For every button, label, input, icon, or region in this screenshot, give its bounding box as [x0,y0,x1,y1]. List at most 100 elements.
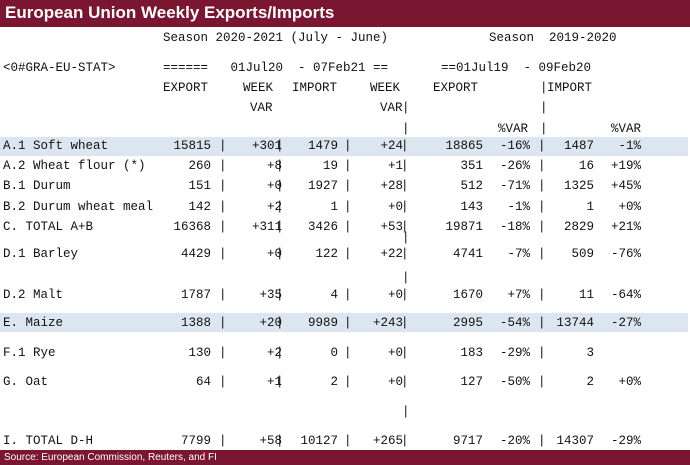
cell-export-prev: 2995 [452,316,483,330]
separator: | [276,179,284,193]
separator: | [219,220,227,234]
col-export: EXPORT [163,81,209,95]
separator: | [219,247,227,261]
separator: | [219,375,227,389]
cell-export: 130 [188,346,211,360]
cell-pct-import: +0% [618,375,641,389]
cell-export-prev: 4741 [452,247,483,261]
cell-week-var-2: +0 [387,375,403,389]
separator: | [401,179,409,193]
row-label: A.2 Wheat flour (*) [3,159,146,173]
cell-week-var-2: +24 [380,139,403,153]
col-var-2: VAR [380,101,403,115]
separator: | [401,375,409,389]
separator: | [219,316,227,330]
cell-pct-export: -71% [499,179,530,193]
row-label: B.1 Durum [3,179,71,193]
separator: | [538,139,546,153]
cell-pct-export: -29% [499,346,530,360]
separator: | [538,316,546,330]
separator: | [276,159,284,173]
cell-export: 16368 [173,220,211,234]
season-current: Season 2020-2021 (July - June) [163,31,389,45]
cell-pct-export: -16% [499,139,530,153]
cell-week-var-2: +243 [372,316,403,330]
separator: | [344,316,352,330]
separator: | [276,139,284,153]
cell-import-prev: 16 [578,159,594,173]
cell-pct-import: -27% [610,316,641,330]
cell-export: 1787 [180,288,211,302]
separator: | [402,101,410,115]
separator: | [401,288,409,302]
separator: | [219,200,227,214]
row-label: A.1 Soft wheat [3,139,109,153]
separator: | [219,288,227,302]
separator: | [276,316,284,330]
row-label: B.2 Durum wheat meal [3,200,154,214]
separator: | [219,159,227,173]
separator: | [540,122,548,136]
cell-import: 1927 [307,179,338,193]
separator: | [276,220,284,234]
col-pct-var-export: %VAR [498,122,529,136]
cell-import: 3426 [307,220,338,234]
cell-export-prev: 512 [460,179,483,193]
separator: | [344,375,352,389]
cell-import-prev: 3 [586,346,594,360]
cell-import: 2 [330,375,338,389]
separator: | [540,101,548,115]
cell-week-var-2: +53 [380,220,403,234]
row-label: G. Oat [3,375,49,389]
separator: | [401,159,409,173]
cell-week-var-2: +22 [380,247,403,261]
cell-export: 260 [188,159,211,173]
cell-export: 64 [195,375,211,389]
cell-pct-export: -26% [499,159,530,173]
separator: | [401,200,409,214]
date-range-previous: ==01Jul19 - 09Feb20 [441,61,592,75]
cell-week-var-2: +1 [387,159,403,173]
separator: | [402,122,410,136]
cell-pct-import: +45% [610,179,641,193]
separator: | [344,179,352,193]
season-previous: Season 2019-2020 [489,31,617,45]
cell-pct-import: -29% [610,434,641,448]
cell-pct-import: -76% [610,247,641,261]
highlight-row-soft-wheat [0,137,688,156]
cell-export-prev: 19871 [445,220,483,234]
separator: | [219,139,227,153]
separator: | [538,434,546,448]
row-label: E. Maize [3,316,64,330]
separator: | [402,271,410,285]
cell-week-var: +311 [251,220,282,234]
separator: | [538,179,546,193]
cell-import: 4 [330,288,338,302]
cell-pct-import: -64% [610,288,641,302]
cell-pct-export: -18% [499,220,530,234]
separator: | [344,247,352,261]
separator: | [219,179,227,193]
separator: | [276,247,284,261]
cell-week-var: +58 [259,434,282,448]
cell-import-prev: 1325 [563,179,594,193]
row-label: I. TOTAL D-H [3,434,94,448]
cell-week-var-2: +0 [387,346,403,360]
separator: | [401,220,409,234]
separator: | [538,159,546,173]
separator: | [538,346,546,360]
cell-week-var: +0 [266,179,282,193]
separator: | [276,434,284,448]
separator: | [344,220,352,234]
separator: | [344,159,352,173]
page-title: European Union Weekly Exports/Imports [5,3,335,22]
separator: | [276,346,284,360]
row-label: D.2 Malt [3,288,64,302]
cell-export: 142 [188,200,211,214]
cell-export-prev: 127 [460,375,483,389]
cell-import: 1 [330,200,338,214]
cell-pct-import: +21% [610,220,641,234]
row-label: F.1 Rye [3,346,56,360]
cell-import-prev: 509 [571,247,594,261]
separator: | [276,288,284,302]
